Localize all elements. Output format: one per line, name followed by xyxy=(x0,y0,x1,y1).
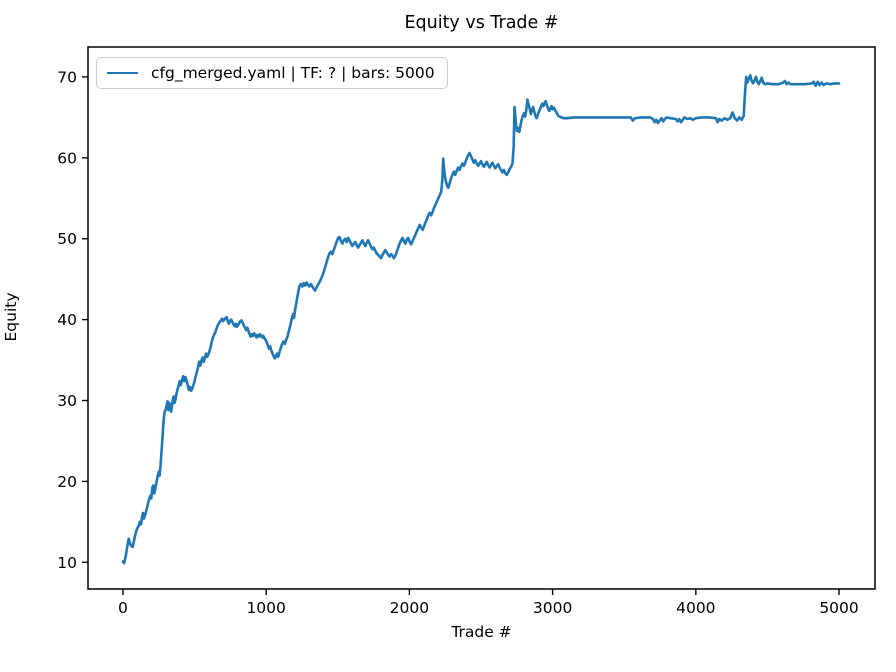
chart-title: Equity vs Trade # xyxy=(404,13,559,33)
y-tick-label: 40 xyxy=(57,311,77,329)
legend-line-sample xyxy=(107,72,138,74)
equity-line xyxy=(121,74,841,565)
x-tick-label: 0 xyxy=(118,599,128,617)
legend-label: cfg_merged.yaml | TF: ? | bars: 5000 xyxy=(151,64,435,82)
x-axis-label: Trade # xyxy=(451,623,512,641)
x-tick-label: 1000 xyxy=(246,599,285,617)
axes-frame xyxy=(87,46,876,590)
y-tick-label: 30 xyxy=(57,392,77,410)
x-tick-label: 3000 xyxy=(533,599,572,617)
y-tick-label: 50 xyxy=(57,230,77,248)
y-tick-label: 10 xyxy=(57,554,77,572)
y-axis-label: Equity xyxy=(2,292,20,342)
y-tick-label: 20 xyxy=(57,473,77,491)
legend: cfg_merged.yaml | TF: ? | bars: 5000 xyxy=(96,57,448,89)
x-tick-label: 2000 xyxy=(390,599,429,617)
y-tick-label: 70 xyxy=(57,68,77,86)
y-tick-label: 60 xyxy=(57,149,77,167)
x-tick-label: 5000 xyxy=(819,599,858,617)
x-tick-label: 4000 xyxy=(676,599,715,617)
